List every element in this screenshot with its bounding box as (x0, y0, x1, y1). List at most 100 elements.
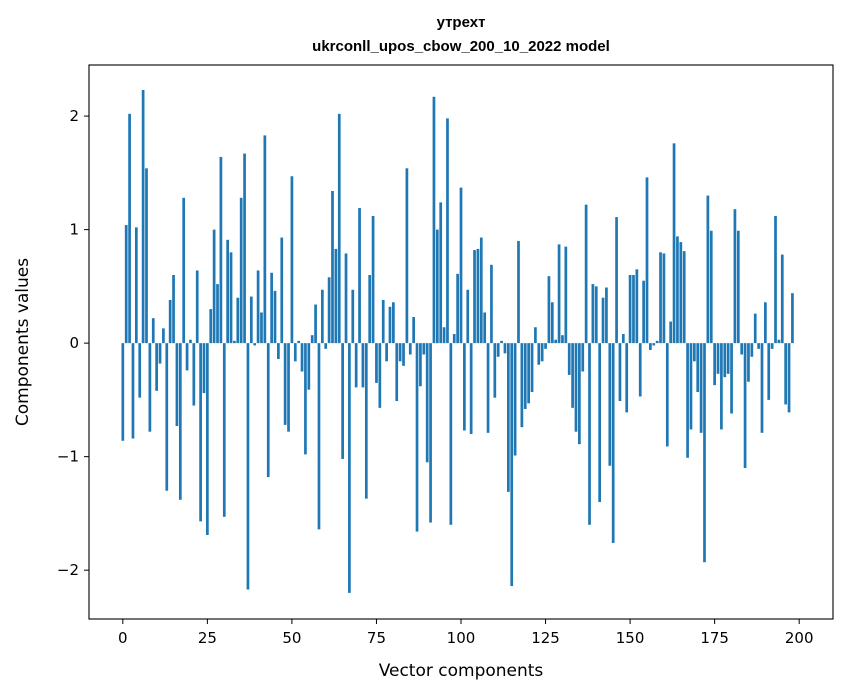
bar-133 (571, 343, 574, 408)
bar-195 (780, 254, 784, 344)
bar-20 (189, 339, 192, 344)
bar-24 (202, 343, 206, 394)
bar-10 (155, 343, 158, 391)
x-tick-label-200: 200 (785, 629, 814, 647)
bar-101 (463, 343, 466, 431)
bar-132 (567, 343, 571, 375)
bar-2 (128, 113, 131, 344)
bar-173 (706, 195, 710, 344)
bar-59 (320, 289, 324, 344)
bar-51 (293, 343, 297, 362)
bar-134 (574, 343, 578, 432)
bar-165 (679, 242, 683, 344)
bar-187 (753, 313, 757, 344)
bar-185 (747, 343, 750, 382)
bar-27 (212, 229, 216, 344)
y-tick-label-2: 2 (69, 107, 79, 125)
bar-41 (260, 312, 263, 344)
chart-title-line2: ukrconll_upos_cbow_200_10_2022 model (312, 38, 610, 55)
bar-48 (283, 343, 287, 425)
bar-112 (500, 340, 503, 344)
bar-123 (537, 343, 541, 365)
bar-75 (375, 343, 378, 383)
bar-143 (605, 287, 608, 344)
bar-124 (540, 343, 544, 362)
y-axis-label: Components values (13, 258, 33, 426)
bar-13 (165, 343, 169, 491)
bar-96 (446, 118, 449, 344)
bar-103 (469, 343, 473, 434)
bar-53 (300, 343, 304, 372)
bar-164 (676, 236, 679, 344)
bar-157 (652, 343, 656, 346)
bar-111 (496, 343, 500, 357)
bar-156 (649, 343, 652, 350)
bar-182 (736, 230, 740, 344)
bar-39 (253, 343, 257, 346)
bar-154 (642, 280, 645, 344)
bar-171 (699, 343, 703, 433)
bar-193 (774, 215, 777, 344)
bar-163 (672, 143, 676, 344)
bar-174 (709, 230, 713, 344)
bar-37 (246, 343, 250, 590)
bar-series (121, 89, 794, 593)
bar-152 (635, 269, 639, 344)
bar-86 (412, 317, 416, 344)
bar-46 (277, 343, 280, 360)
bar-121 (530, 343, 534, 392)
bar-60 (324, 343, 328, 349)
bar-69 (354, 343, 358, 388)
bar-71 (361, 343, 365, 388)
bar-5 (138, 343, 142, 398)
bar-129 (557, 244, 561, 344)
bar-52 (297, 340, 301, 344)
bar-169 (692, 343, 696, 362)
bar-99 (456, 273, 459, 344)
bar-142 (601, 297, 605, 344)
bar-194 (777, 339, 781, 344)
bar-50 (290, 176, 294, 344)
bar-175 (713, 343, 716, 386)
bar-38 (249, 296, 253, 344)
y-axis-ticks: −2 −1 0 1 2 (57, 107, 89, 579)
bar-65 (341, 343, 344, 459)
bar-188 (757, 343, 760, 349)
bar-183 (740, 343, 744, 355)
bar-95 (442, 327, 446, 344)
bar-102 (466, 289, 470, 344)
x-tick-label-100: 100 (447, 629, 476, 647)
bar-113 (503, 343, 507, 354)
bar-176 (716, 343, 720, 374)
bar-56 (310, 335, 314, 344)
bar-67 (348, 343, 351, 593)
bar-145 (611, 343, 615, 543)
bar-1 (124, 225, 128, 344)
bar-198 (791, 293, 794, 344)
x-tick-label-0: 0 (118, 629, 128, 647)
bar-87 (415, 343, 419, 532)
chart-title-line1: утрехт (437, 14, 486, 31)
x-tick-label-50: 50 (282, 629, 301, 647)
bar-181 (733, 209, 737, 344)
bar-170 (696, 343, 700, 392)
x-tick-label-75: 75 (367, 629, 386, 647)
bar-45 (273, 290, 277, 344)
bar-9 (151, 318, 155, 344)
bar-33 (233, 340, 236, 344)
bar-116 (513, 343, 517, 456)
bar-84 (405, 168, 409, 344)
bar-190 (764, 302, 767, 344)
bar-146 (615, 217, 618, 344)
bar-98 (452, 334, 456, 344)
bar-177 (720, 343, 723, 430)
y-tick-label-0: 0 (69, 334, 79, 352)
bar-104 (473, 250, 476, 344)
bar-141 (598, 343, 602, 503)
y-tick-label--2: −2 (57, 561, 79, 579)
bar-8 (148, 343, 152, 432)
bar-40 (256, 270, 260, 344)
bar-127 (550, 302, 554, 344)
bar-149 (625, 343, 629, 413)
bar-68 (351, 289, 355, 344)
